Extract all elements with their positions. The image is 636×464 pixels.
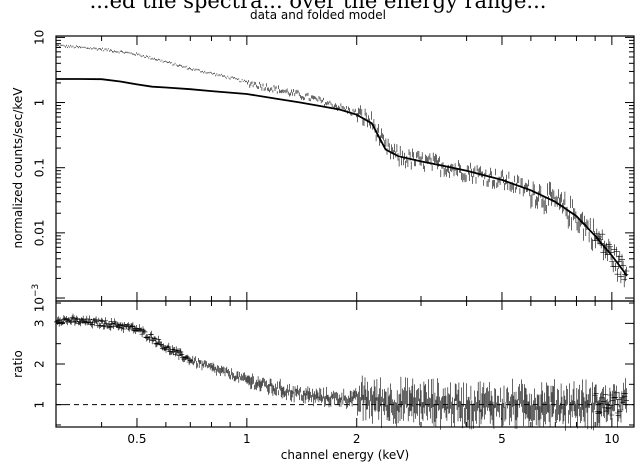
upper-panel-frame bbox=[55, 35, 635, 302]
ratio-data-point bbox=[112, 318, 117, 326]
ratio-data-point bbox=[74, 315, 80, 322]
ratio-data-point bbox=[96, 317, 102, 323]
x-axis-title: channel energy (keV) bbox=[281, 448, 409, 462]
ratio-data-point bbox=[609, 404, 615, 426]
ratio-data-point bbox=[114, 321, 120, 328]
x-tick-label: 1 bbox=[243, 432, 251, 446]
upper-y-axis-title: normalized counts/sec/keV bbox=[11, 87, 25, 249]
x-tick-label: 5 bbox=[498, 432, 506, 446]
ratio-data-point bbox=[139, 331, 145, 338]
spectrum-data-point bbox=[609, 256, 616, 267]
ratio-data-point bbox=[163, 347, 169, 353]
spectrum-data-point bbox=[606, 241, 613, 253]
page-caption-fragment: ...ed the spectra... over the energy ran… bbox=[89, 0, 547, 13]
y-tick-label: 10 bbox=[33, 30, 47, 45]
y-tick-label: 1 bbox=[33, 401, 47, 409]
ratio-data-point bbox=[592, 384, 598, 406]
spectrum-data-point bbox=[621, 273, 628, 288]
spectrum-data-point bbox=[613, 246, 620, 258]
ratio-data-point bbox=[166, 342, 172, 352]
ratio-data-point bbox=[98, 323, 104, 328]
ratio-data-point bbox=[623, 378, 629, 409]
ratio-data-point bbox=[624, 388, 629, 413]
ratio-data-point bbox=[84, 315, 90, 323]
ratio-data-point bbox=[134, 325, 140, 333]
x-tick-label: 2 bbox=[353, 432, 361, 446]
y-tick-label: 2 bbox=[33, 360, 47, 368]
ratio-data-point bbox=[60, 320, 66, 325]
ratio-data-point bbox=[179, 351, 185, 357]
ratio-data-point bbox=[67, 320, 73, 325]
y-tick-label: 1 bbox=[33, 99, 47, 107]
lower-y-axis-title: ratio bbox=[11, 350, 25, 378]
spectrum-data-point bbox=[599, 229, 606, 240]
ratio-data-point bbox=[108, 324, 114, 331]
spectrum-data-point bbox=[612, 262, 619, 272]
y-tick-label: 3 bbox=[33, 320, 47, 328]
ratio-data-point bbox=[103, 321, 109, 326]
ratio-data-point bbox=[614, 399, 620, 427]
x-tick-label: 10 bbox=[604, 432, 619, 446]
spectrum-data-point bbox=[614, 268, 621, 282]
upper-panel-ticks: 10−3 0.01 0.1 1 10 bbox=[31, 30, 634, 313]
ratio-data-point bbox=[170, 347, 176, 356]
ratio-data-point bbox=[148, 330, 154, 339]
ratio-data-point bbox=[151, 336, 157, 340]
ratio-data-point bbox=[593, 384, 599, 403]
ratio-data-point bbox=[172, 352, 178, 357]
ratio-data-point bbox=[141, 328, 147, 334]
ratio-data-point bbox=[116, 325, 122, 330]
folded-model-line bbox=[56, 78, 628, 277]
y-tick-label: 10−3 bbox=[31, 284, 47, 313]
ratio-data-point bbox=[158, 341, 163, 348]
lower-data-points bbox=[54, 313, 629, 431]
ratio-data-point bbox=[184, 354, 190, 360]
x-tick-label: 0.5 bbox=[127, 432, 146, 446]
ratio-data-point bbox=[165, 344, 171, 349]
ratio-data-point bbox=[607, 387, 613, 403]
ratio-data-point bbox=[102, 317, 108, 325]
spectrum-data-point bbox=[619, 254, 625, 267]
y-tick-label: 0.1 bbox=[33, 158, 47, 177]
y-tick-label: 0.01 bbox=[33, 219, 47, 246]
ratio-data-point bbox=[72, 318, 78, 326]
ratio-data-point bbox=[70, 313, 76, 322]
spectrum-data-point bbox=[605, 238, 612, 251]
chart-title: data and folded model bbox=[250, 8, 386, 22]
ratio-data-point bbox=[617, 404, 623, 419]
ratio-data-point bbox=[124, 323, 130, 327]
ratio-data-point bbox=[613, 385, 619, 400]
ratio-data-point bbox=[147, 335, 152, 343]
ratio-data-point bbox=[182, 356, 187, 362]
ratio-data-point bbox=[152, 336, 158, 342]
spectrum-data-point bbox=[617, 271, 624, 284]
ratio-data-point bbox=[87, 315, 93, 323]
upper-data-points bbox=[56, 44, 630, 288]
ratio-data-point bbox=[121, 325, 127, 333]
ratio-data-point bbox=[142, 329, 148, 334]
ratio-data-point bbox=[77, 318, 82, 326]
ratio-data-point bbox=[107, 323, 113, 330]
ratio-data-point bbox=[129, 323, 135, 331]
ratio-data-point bbox=[602, 385, 608, 404]
